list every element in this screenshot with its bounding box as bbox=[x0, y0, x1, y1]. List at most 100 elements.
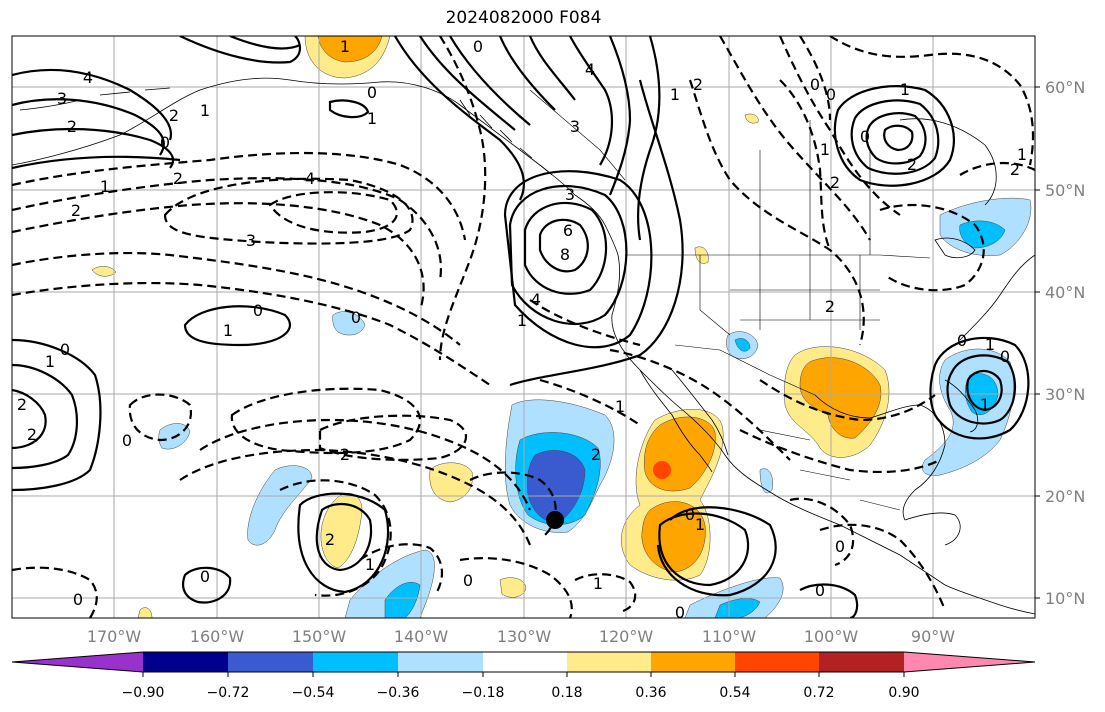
contour-high bbox=[12, 127, 175, 169]
contour-high bbox=[449, 36, 531, 126]
contour-label: 2 bbox=[173, 169, 183, 188]
colorbar-tick-label: 0.72 bbox=[803, 685, 834, 701]
contour-label: 2 bbox=[325, 530, 335, 549]
province-lines bbox=[759, 120, 871, 255]
aleutians bbox=[19, 87, 171, 111]
colorbar-tick-label: 0.54 bbox=[719, 685, 750, 701]
negative-anomaly bbox=[959, 220, 1006, 249]
contour-label: 0 bbox=[826, 85, 836, 104]
contour-high bbox=[179, 36, 302, 64]
lat-label: 60°N bbox=[1045, 78, 1085, 97]
contour-low bbox=[739, 429, 941, 474]
contour-high bbox=[946, 354, 1016, 425]
contour-high bbox=[523, 201, 608, 295]
lon-label: 110°W bbox=[702, 627, 757, 646]
contour-label: 0 bbox=[835, 537, 845, 556]
contour-label: 6 bbox=[563, 221, 573, 240]
colorbar-segment bbox=[143, 652, 228, 672]
contour-label: 3 bbox=[57, 89, 67, 108]
contour-label: 1 bbox=[45, 352, 55, 371]
positive-anomaly bbox=[744, 113, 759, 124]
colorbar-segment bbox=[398, 652, 483, 672]
colorbar: −0.90 −0.72 −0.54 −0.36 −0.18 0.18 0.36 … bbox=[11, 651, 1036, 701]
contour-label: 1 bbox=[100, 177, 110, 196]
contour-low bbox=[574, 573, 637, 614]
contour-label: 1 bbox=[985, 335, 995, 354]
lat-label: 10°N bbox=[1045, 589, 1085, 608]
alaska-islands bbox=[459, 99, 553, 176]
contour-low bbox=[279, 479, 392, 597]
contour-high bbox=[394, 36, 525, 201]
contour-label: 1 bbox=[670, 85, 680, 104]
canada-us-border bbox=[625, 254, 931, 259]
contour-low bbox=[529, 299, 641, 347]
contour-label: 4 bbox=[585, 60, 595, 79]
lon-label: 160°W bbox=[190, 627, 245, 646]
contour-low bbox=[359, 543, 443, 596]
contour-low bbox=[779, 79, 832, 251]
map-title: 2024082000 F084 bbox=[445, 8, 602, 28]
contour-high bbox=[966, 369, 1003, 412]
contour-label: 4 bbox=[531, 290, 541, 309]
current-position-marker bbox=[546, 511, 564, 529]
contour-label: 0 bbox=[122, 431, 132, 450]
contour-high bbox=[656, 506, 777, 597]
contour-high bbox=[883, 124, 914, 152]
contour-low bbox=[688, 79, 865, 346]
colorbar-tick-label: −0.90 bbox=[122, 685, 165, 701]
contour-label: 0 bbox=[200, 567, 210, 586]
colorbar-segment bbox=[567, 652, 651, 672]
contour-high bbox=[498, 36, 556, 111]
east-coast bbox=[959, 254, 1035, 341]
contour-high bbox=[850, 99, 940, 175]
contour-low bbox=[539, 378, 641, 426]
mexico-states bbox=[759, 429, 901, 511]
contour-label: 1 bbox=[200, 101, 210, 120]
positive-anomaly bbox=[137, 607, 153, 618]
contour-high bbox=[538, 218, 589, 273]
contour-label: 0 bbox=[685, 505, 695, 524]
contour-label: 2 bbox=[17, 395, 27, 414]
contour-label: 2 bbox=[71, 201, 81, 220]
contour-high bbox=[799, 583, 859, 618]
contour-low bbox=[959, 162, 1035, 176]
contour-label: 0 bbox=[351, 308, 361, 327]
colorbar-segment bbox=[735, 652, 819, 672]
positive-anomaly bbox=[317, 36, 383, 63]
yucatan bbox=[904, 512, 961, 546]
contour-low bbox=[12, 281, 491, 386]
contour-label: 4 bbox=[83, 68, 93, 87]
contour-label: 3 bbox=[570, 117, 580, 136]
solid-contours bbox=[12, 36, 1030, 618]
contour-high bbox=[503, 170, 653, 349]
colorbar-segment bbox=[228, 652, 313, 672]
colorbar-tick-label: 0.90 bbox=[888, 685, 919, 701]
dashed-contours bbox=[12, 36, 1035, 618]
lon-label: 100°W bbox=[804, 627, 859, 646]
contour-label: 2 bbox=[825, 297, 835, 316]
contour-label: 1 bbox=[223, 321, 233, 340]
contour-label: 4 bbox=[305, 169, 315, 188]
contour-label: 0 bbox=[675, 603, 685, 622]
lat-label: 40°N bbox=[1045, 283, 1085, 302]
baja-california bbox=[639, 369, 713, 473]
contour-label: 1 bbox=[593, 574, 603, 593]
contour-label: 0 bbox=[253, 301, 263, 320]
florida bbox=[944, 379, 979, 433]
contour-label: 0 bbox=[160, 133, 170, 152]
colorbar-segment bbox=[12, 652, 143, 672]
contour-high bbox=[509, 79, 684, 387]
contour-high bbox=[12, 388, 47, 450]
alaska-canada-border bbox=[529, 89, 626, 181]
latitude-labels: 60°N 50°N 40°N 30°N 20°N 10°N bbox=[1035, 78, 1085, 608]
contour-label: 1 bbox=[365, 555, 375, 574]
contour-high bbox=[658, 512, 750, 587]
colorbar-segment bbox=[651, 652, 735, 672]
contour-low bbox=[12, 251, 461, 346]
great-lakes bbox=[934, 237, 976, 259]
lat-label: 30°N bbox=[1045, 385, 1085, 404]
positive-anomaly bbox=[499, 577, 527, 598]
colorbar-segment bbox=[483, 652, 567, 672]
contour-high bbox=[181, 566, 232, 604]
contour-label: 0 bbox=[1000, 347, 1010, 366]
